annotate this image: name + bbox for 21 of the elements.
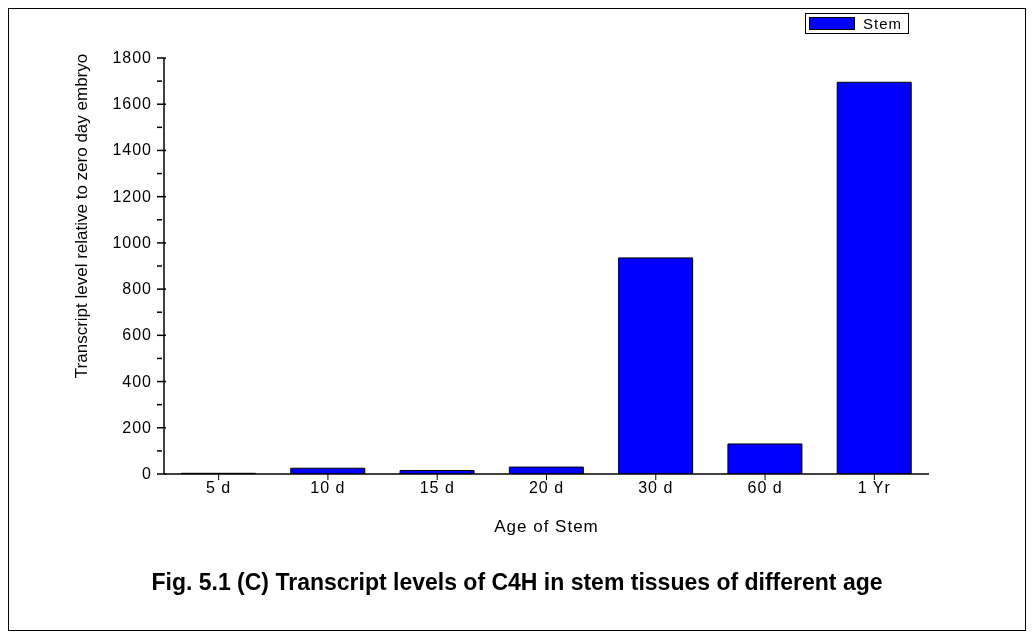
x-tick-label: 1 Yr bbox=[857, 479, 891, 497]
y-tick-label: 400 bbox=[122, 372, 152, 390]
y-tick-label: 1200 bbox=[112, 187, 152, 205]
legend-label: Stem bbox=[804, 13, 909, 34]
y-tick-label: 600 bbox=[122, 326, 152, 344]
y-tick-label: 800 bbox=[122, 280, 152, 298]
x-tick-label: 60 d bbox=[747, 479, 783, 497]
y-axis-title: Transcript level relative to zero day embryo bbox=[72, 53, 92, 379]
text: Fig. 5.1 (C) Transcript levels of C4H in stem tissues of different age bbox=[150, 569, 884, 596]
y-tick-label: 1800 bbox=[112, 49, 152, 66]
y-tick-label: 200 bbox=[122, 418, 152, 436]
x-tick-label: 30 d bbox=[638, 479, 674, 497]
y-tick-label: 1000 bbox=[112, 233, 152, 251]
x-tick-label: 15 d bbox=[419, 479, 455, 497]
x-tick-label: 20 d bbox=[528, 479, 565, 497]
x-tick-label: 10 d bbox=[310, 479, 346, 497]
y-tick-label: 0 bbox=[142, 465, 152, 482]
x-axis-title: Age of Stem bbox=[494, 517, 599, 536]
x-tick-label: 5 d bbox=[206, 479, 232, 497]
y-tick-label: 1400 bbox=[112, 141, 152, 159]
y-tick-label: 1600 bbox=[112, 95, 152, 113]
